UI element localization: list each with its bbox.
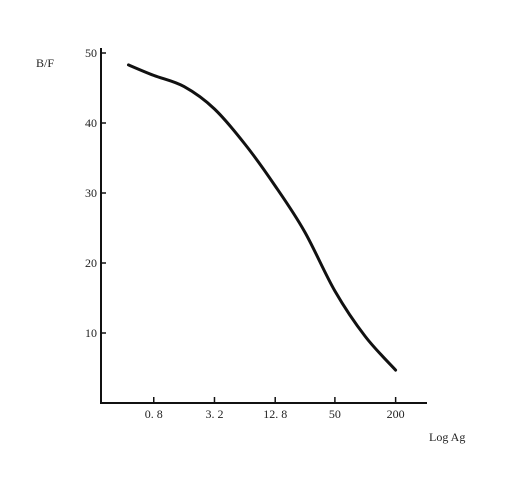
y-tick-label: 10 (85, 326, 97, 340)
series-layer (127, 63, 398, 372)
x-tick-label: 50 (329, 407, 341, 421)
y-tick-label: 30 (85, 186, 97, 200)
y-ticks: 10 20 30 40 50 (85, 46, 106, 340)
x-tick-label: 3. 2 (205, 407, 223, 421)
y-tick-label: 20 (85, 256, 97, 270)
x-tick-label: 12. 8 (263, 407, 287, 421)
y-axis: 10 20 30 40 50 (85, 46, 106, 404)
x-tick-label: 200 (387, 407, 405, 421)
y-tick-label: 40 (85, 116, 97, 130)
x-ticks: 0. 8 3. 2 12. 8 50 200 (145, 397, 405, 421)
series-line (127, 63, 398, 372)
x-axis: 0. 8 3. 2 12. 8 50 200 (100, 397, 427, 421)
x-tick-label: 0. 8 (145, 407, 163, 421)
x-axis-title: Log Ag (429, 430, 465, 444)
y-tick-label: 50 (85, 46, 97, 60)
y-axis-title: B/F (36, 56, 54, 70)
